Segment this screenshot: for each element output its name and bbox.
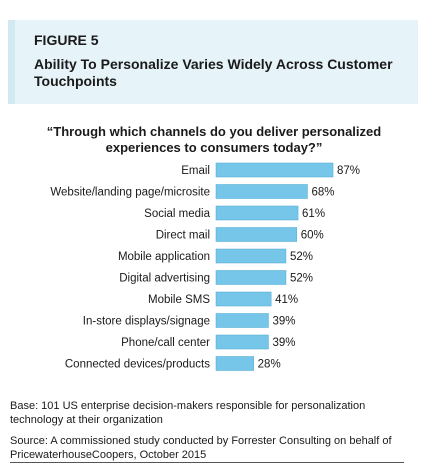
bottom-rule — [10, 462, 404, 463]
category-label: Email — [181, 165, 210, 177]
bar — [215, 291, 272, 307]
source-note: Source: A commissioned study conducted b… — [10, 435, 392, 461]
category-label: Social media — [144, 208, 210, 220]
bar — [215, 270, 287, 285]
figure-title: Ability To Personalize Varies Widely Acr… — [34, 56, 393, 89]
value-label: 52% — [290, 251, 313, 263]
figure-header: FIGURE 5 Ability To Personalize Varies W… — [8, 20, 418, 104]
value-label: 87% — [337, 165, 360, 177]
category-label: Website/landing page/microsite — [50, 187, 210, 199]
bar — [215, 184, 308, 199]
category-label: Mobile SMS — [148, 294, 210, 306]
header-accent-bar — [8, 20, 15, 104]
bar — [215, 162, 334, 178]
bar-chart: Email 87% Website/landing page/microsite 68… — [50, 162, 360, 371]
category-label: Phone/call center — [121, 337, 210, 349]
bar — [215, 248, 287, 264]
bar — [215, 227, 297, 242]
figure-label: FIGURE 5 — [34, 32, 99, 48]
bar — [215, 205, 299, 221]
value-label: 28% — [258, 359, 281, 371]
value-label: 52% — [290, 273, 313, 285]
value-label: 60% — [301, 230, 324, 242]
value-label: 41% — [275, 294, 298, 306]
value-label: 39% — [272, 316, 295, 328]
category-label: Mobile application — [118, 251, 210, 263]
category-label: Connected devices/products — [65, 359, 210, 371]
category-label: Digital advertising — [119, 273, 210, 285]
value-label: 39% — [272, 337, 295, 349]
category-label: In-store displays/signage — [83, 316, 210, 328]
bar — [215, 313, 269, 328]
bar — [215, 356, 254, 371]
bar — [215, 334, 269, 350]
value-label: 68% — [311, 187, 334, 199]
base-note: Base: 101 US enterprise decision-makers … — [10, 400, 366, 426]
chart-title: “Through which channels do you deliver p… — [46, 124, 382, 155]
value-label: 61% — [302, 208, 325, 220]
category-label: Direct mail — [156, 230, 210, 242]
